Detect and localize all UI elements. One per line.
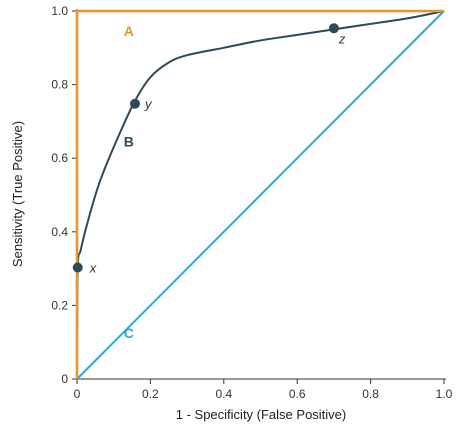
series-layer — [75, 9, 445, 380]
series-line-c — [76, 10, 445, 380]
curve-label-a: A — [124, 23, 134, 39]
y-tick-label: 0.8 — [51, 78, 68, 92]
point-label-z: z — [338, 31, 346, 46]
axes: 0 0.2 0.4 0.6 0.8 1.0 0 0.2 0.4 0.6 0.8 1.0 — [51, 4, 452, 401]
y-tick-label: 0.6 — [51, 151, 68, 165]
y-tick-label: 0.4 — [51, 225, 68, 239]
x-tick-label: 0.4 — [215, 387, 232, 401]
y-axis-title: Sensitivity (True Positive) — [10, 121, 25, 267]
x-tick-label: 1.0 — [436, 387, 453, 401]
point-label-x: x — [89, 260, 97, 275]
data-point-y — [129, 98, 140, 109]
x-tick-label: 0.2 — [142, 387, 159, 401]
y-tick-label: 0.2 — [51, 298, 68, 312]
curve-label-c: C — [124, 325, 134, 341]
x-tick-label: 0.6 — [289, 387, 306, 401]
y-tick-label: 1.0 — [51, 4, 68, 18]
x-tick-label: 0.8 — [362, 387, 379, 401]
x-tick-label: 0 — [74, 387, 81, 401]
data-point-x — [72, 262, 83, 273]
curve-label-b: B — [124, 134, 134, 150]
y-tick-label: 0 — [61, 372, 68, 386]
point-label-y: y — [144, 97, 153, 112]
series-line-a — [75, 9, 444, 379]
labels-layer: A B C — [124, 23, 134, 341]
x-axis-title: 1 - Specificity (False Positive) — [176, 407, 347, 422]
series-line-b — [76, 10, 445, 380]
points-layer: x y z — [72, 23, 346, 275]
data-point-z — [328, 23, 339, 34]
